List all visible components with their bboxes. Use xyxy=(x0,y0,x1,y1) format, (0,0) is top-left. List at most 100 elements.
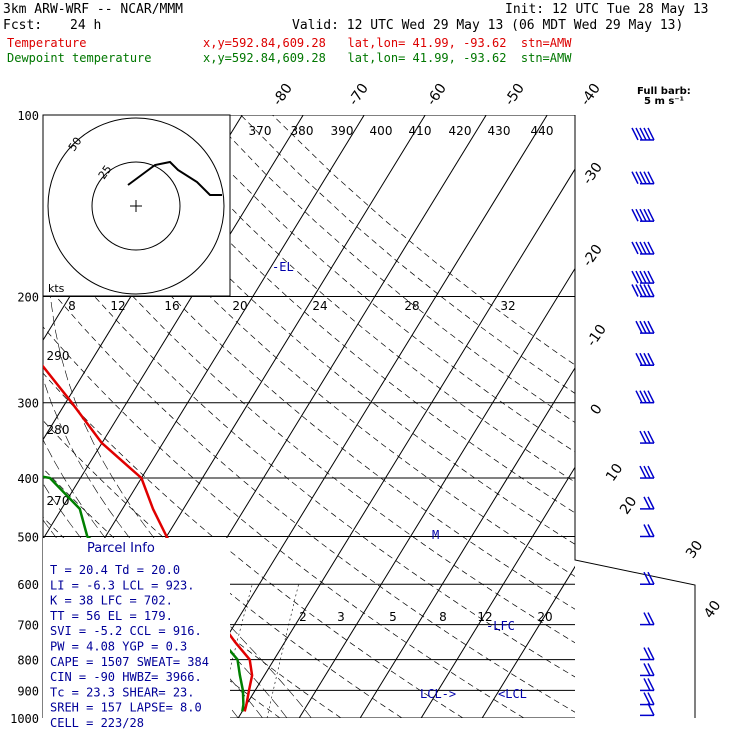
lcl-marker-right: <LCL xyxy=(498,687,527,701)
wind-barb xyxy=(640,524,655,538)
mixing-ratio-line xyxy=(266,584,299,718)
wind-barb-flag xyxy=(635,270,643,284)
wind-barb xyxy=(631,284,655,298)
isotherm-label: -30 xyxy=(580,160,606,188)
wind-barb-flag xyxy=(647,663,655,676)
valid-time: Valid: 12 UTC Wed 29 May 13 (06 MDT Wed … xyxy=(292,18,684,33)
wind-barb-flag xyxy=(647,430,655,444)
wind-barb xyxy=(635,352,655,366)
plot-right-edge-lower xyxy=(574,540,696,718)
theta-label: 420 xyxy=(449,124,472,138)
wind-barb xyxy=(640,692,655,706)
wind-barb-flag xyxy=(647,647,655,660)
wind-barb xyxy=(639,430,655,444)
pressure-label: 800 xyxy=(17,654,39,668)
pressure-label: 500 xyxy=(17,530,39,544)
parcel-info-row: Tc = 23.3 SHEAR= 23. xyxy=(50,685,195,699)
wind-barb-flag xyxy=(643,571,651,585)
wind-barb-flag xyxy=(643,284,651,297)
dry-adiabat xyxy=(51,115,575,577)
dewpoint-profile xyxy=(43,475,245,712)
forecast-hour: 24 h xyxy=(70,18,102,33)
theta-label: 370 xyxy=(249,124,272,138)
thetae-label: 28 xyxy=(404,299,419,313)
wind-barb-flag xyxy=(643,390,651,404)
isotherm-line xyxy=(237,168,575,718)
parcel-info-row: TT = 56 EL = 179. xyxy=(50,609,173,623)
isotherm-label: -10 xyxy=(584,322,610,350)
isotherm-line xyxy=(43,115,304,541)
wind-barb-flag xyxy=(643,320,651,334)
model-title: 3km ARW-WRF -- NCAR/MMM xyxy=(3,2,184,17)
wind-barb-flag xyxy=(647,465,655,479)
wind-barb-flag xyxy=(631,171,639,185)
mixing-ratio-label: 8 xyxy=(439,610,447,624)
theta-label: 430 xyxy=(488,124,511,138)
temperature-station-info: x,y=592.84,609.28 lat,lon= 41.99, -93.62… xyxy=(203,36,572,50)
isotherm-label: -80 xyxy=(270,81,296,109)
parcel-info-title: Parcel Info xyxy=(87,541,155,556)
pressure-label: 700 xyxy=(17,619,39,633)
pressure-label: 300 xyxy=(17,397,39,411)
parcel-info-row: PW = 4.08 YGP = 0.3 xyxy=(50,640,187,654)
wind-barb-flag xyxy=(647,390,655,404)
thetae-label: 8 xyxy=(68,299,76,313)
hodograph-ring-inner xyxy=(91,161,181,251)
wind-barb-flag xyxy=(643,127,651,141)
wind-barb-flag xyxy=(639,284,647,297)
hodograph-trace xyxy=(127,160,222,196)
wind-barb-flag xyxy=(643,171,651,185)
wind-barb-flag xyxy=(631,270,639,284)
thetae-label: 24 xyxy=(312,299,327,313)
pressure-label: 100 xyxy=(17,109,39,123)
wind-barb-flag xyxy=(647,320,655,334)
wind-barb xyxy=(635,390,655,404)
mixing-ratio-label: 12 xyxy=(477,610,492,624)
wind-barb-flag xyxy=(643,663,651,676)
parcel-info-row: T = 20.4 Td = 20.0 xyxy=(50,563,180,577)
mixing-ratio-label: 2 xyxy=(299,610,307,624)
pressure-label: 200 xyxy=(17,291,39,305)
wind-barb xyxy=(631,270,655,284)
hodograph-units: kts xyxy=(48,282,65,295)
isotherm-label: 40 xyxy=(701,598,724,622)
isotherm-label: -40 xyxy=(578,81,604,109)
wind-barb-flag xyxy=(647,352,655,366)
isotherm-line xyxy=(420,466,575,718)
wind-barb-flag xyxy=(643,241,651,255)
dry-adiabat xyxy=(43,235,575,678)
lfc-marker: -LFC xyxy=(486,619,515,633)
isotherm-line xyxy=(298,267,575,718)
wind-barb-flag xyxy=(647,496,655,510)
theta-label: 390 xyxy=(331,124,354,138)
mixing-ratio-label: 3 xyxy=(337,610,345,624)
wind-barb xyxy=(631,171,655,185)
wind-barb-flag xyxy=(647,284,655,297)
parcel-info-row: SVI = -5.2 CCL = 916. xyxy=(50,624,202,638)
dry-adiabat xyxy=(177,115,575,453)
wind-barb-flag xyxy=(643,430,651,444)
wind-barb-flag xyxy=(647,171,655,185)
wind-barb-flag xyxy=(643,496,651,510)
wind-barb-flag xyxy=(635,284,643,297)
wind-barb-flag xyxy=(635,320,643,334)
thetae-label: 16 xyxy=(164,299,179,313)
wind-barb-flag xyxy=(639,390,647,404)
pressure-label: 600 xyxy=(17,578,39,592)
mixing-ratio-label: 20 xyxy=(537,610,552,624)
wind-barb-flag xyxy=(631,241,639,255)
thetae-label: 12 xyxy=(110,299,125,313)
moist-adiabat xyxy=(43,438,263,718)
wind-barb-flag xyxy=(635,127,643,141)
wind-barb-flag xyxy=(647,612,655,625)
temperature-legend: Temperature xyxy=(7,36,87,50)
wind-barb xyxy=(640,647,655,661)
parcel-info-row: CELL = 223/28 xyxy=(50,716,144,730)
dry-adiabat xyxy=(43,145,575,610)
wind-barb-flag xyxy=(635,352,643,366)
wind-barb xyxy=(631,241,655,255)
wind-barb-flag xyxy=(639,208,647,222)
parcel-info-row: LI = -6.3 LCL = 923. xyxy=(50,578,195,592)
wind-barb-flag xyxy=(643,208,651,222)
theta-label: 270 xyxy=(47,494,70,508)
